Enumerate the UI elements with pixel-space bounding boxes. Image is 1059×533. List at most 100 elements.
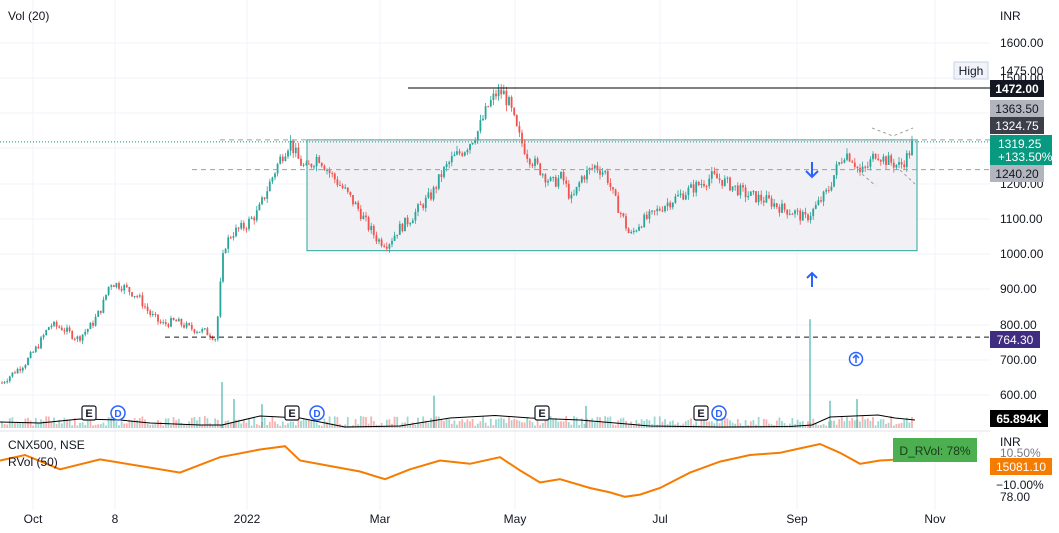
volume-bar bbox=[544, 416, 547, 428]
volume-bar bbox=[105, 425, 107, 428]
volume-bar bbox=[430, 418, 432, 428]
last-price-value: 1319.25 bbox=[998, 137, 1042, 151]
volume-bar bbox=[492, 425, 495, 428]
volume-bar bbox=[365, 417, 367, 428]
candle-body bbox=[432, 187, 435, 200]
level-1324-value: 1324.75 bbox=[995, 119, 1039, 133]
earnings-marker[interactable]: E bbox=[693, 405, 709, 421]
candle-body bbox=[677, 194, 679, 197]
candle-body bbox=[799, 210, 802, 221]
volume-bar bbox=[765, 419, 768, 428]
support-value: 764.30 bbox=[997, 333, 1034, 347]
volume-bar bbox=[469, 421, 471, 428]
candle-body bbox=[466, 149, 469, 153]
candle-body bbox=[357, 202, 360, 209]
candle-body bbox=[120, 288, 123, 291]
candle-body bbox=[838, 162, 841, 165]
pct-top-label: 10.50% bbox=[1000, 446, 1041, 460]
volume-bar bbox=[42, 420, 45, 428]
volume-bar bbox=[196, 420, 198, 428]
earnings-marker[interactable]: E bbox=[284, 405, 300, 421]
high-line-badge-value: 1472.00 bbox=[995, 82, 1039, 96]
candle-body bbox=[596, 165, 599, 171]
volume-bar bbox=[144, 419, 146, 428]
volume-bar bbox=[580, 418, 583, 428]
candle-body bbox=[157, 314, 159, 322]
candle-body bbox=[890, 155, 893, 163]
volume-bar bbox=[172, 417, 175, 428]
candle-body bbox=[510, 97, 513, 108]
candle-body bbox=[565, 180, 568, 184]
candle-body bbox=[284, 156, 287, 162]
candle-body bbox=[713, 171, 716, 174]
volume-bar bbox=[703, 416, 705, 428]
currency-label: INR bbox=[1000, 9, 1021, 23]
volume-bar bbox=[406, 416, 409, 428]
dividend-marker[interactable]: D bbox=[110, 405, 126, 421]
price-tick-label: 900.00 bbox=[1000, 282, 1037, 296]
volume-bar bbox=[276, 423, 279, 428]
candle-body bbox=[170, 317, 172, 327]
volume-bar bbox=[107, 417, 110, 428]
volume-bar bbox=[248, 418, 250, 428]
candle-body bbox=[203, 328, 206, 330]
candle-body bbox=[227, 237, 230, 249]
earnings-marker[interactable]: E bbox=[534, 405, 550, 421]
candle-body bbox=[614, 189, 617, 196]
candle-body bbox=[76, 336, 79, 339]
volume-bar bbox=[102, 422, 105, 428]
candle-body bbox=[710, 171, 713, 179]
candle-body bbox=[882, 156, 885, 162]
candle-body bbox=[770, 198, 773, 207]
volume-bar bbox=[466, 419, 469, 428]
candle-body bbox=[729, 177, 731, 191]
candle-body bbox=[448, 162, 451, 165]
earnings-marker[interactable]: E bbox=[81, 405, 97, 421]
candle-body bbox=[255, 210, 258, 221]
candle-body bbox=[352, 195, 354, 205]
volume-bar bbox=[19, 423, 22, 428]
price-tick-label: 600.00 bbox=[1000, 388, 1037, 402]
volume-bar bbox=[310, 419, 313, 428]
up-arrow-icon bbox=[806, 271, 818, 287]
volume-bar bbox=[744, 420, 747, 428]
candle-body bbox=[783, 203, 786, 210]
volume-bar bbox=[489, 418, 492, 428]
candle-body bbox=[53, 321, 55, 326]
candle-body bbox=[450, 156, 453, 163]
volume-bar bbox=[396, 416, 399, 428]
volume-bar bbox=[274, 421, 276, 428]
volume-bar bbox=[328, 416, 331, 428]
volume-bar bbox=[812, 418, 815, 428]
volume-bar bbox=[557, 421, 560, 428]
candle-body bbox=[198, 331, 201, 333]
dividend-marker[interactable]: D bbox=[309, 405, 325, 421]
candle-body bbox=[827, 189, 830, 191]
candle-body bbox=[609, 182, 612, 188]
volume-bar bbox=[495, 419, 497, 428]
candle-body bbox=[344, 187, 347, 189]
volume-bar bbox=[487, 425, 490, 428]
volume-bar bbox=[866, 418, 869, 428]
volume-bar bbox=[110, 417, 113, 428]
volume-bar bbox=[136, 420, 139, 428]
volume-bar bbox=[671, 420, 674, 428]
dividend-marker[interactable]: D bbox=[711, 405, 727, 421]
candle-body bbox=[370, 225, 373, 230]
volume-bar bbox=[463, 422, 466, 428]
volume-bar bbox=[112, 418, 115, 428]
volume-bar bbox=[284, 424, 287, 428]
candle-body bbox=[804, 211, 807, 215]
candle-body bbox=[240, 222, 243, 229]
volume-bar bbox=[450, 423, 453, 428]
volume-bar bbox=[583, 423, 586, 428]
candle-body bbox=[651, 210, 653, 212]
volume-bar bbox=[536, 419, 539, 428]
candle-body bbox=[456, 151, 458, 155]
candle-body bbox=[149, 310, 152, 315]
candle-body bbox=[409, 223, 412, 225]
volume-bar bbox=[721, 417, 724, 428]
volume-spike-bar bbox=[233, 399, 235, 428]
candle-body bbox=[661, 210, 664, 212]
candle-body bbox=[755, 191, 757, 203]
